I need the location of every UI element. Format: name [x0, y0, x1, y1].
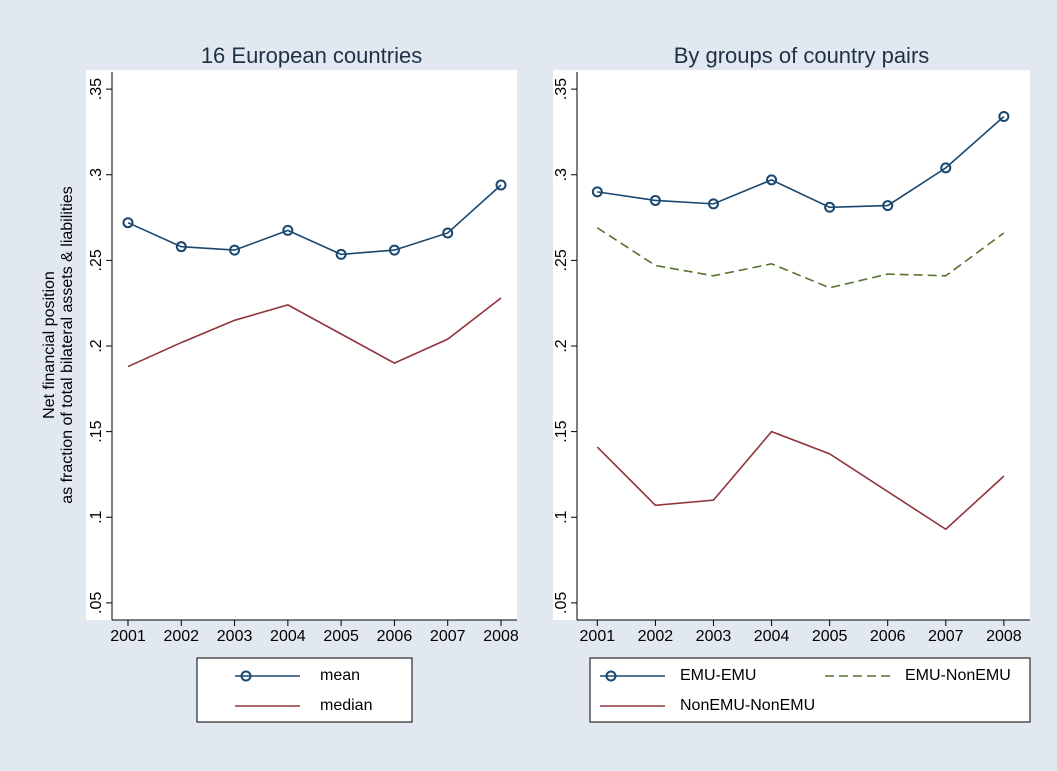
legend-label: EMU-NonEMU — [905, 667, 1011, 684]
x-tick-label: 2001 — [110, 628, 146, 645]
data-point — [388, 244, 400, 256]
y-tick-label: .15 — [88, 420, 105, 442]
data-point — [282, 224, 294, 236]
plot-area — [86, 70, 517, 620]
data-point — [591, 186, 603, 198]
y-axis-label: Net financial position — [41, 271, 58, 419]
y-tick-label: .3 — [553, 168, 570, 181]
legend-label: mean — [320, 667, 360, 684]
legend-label: EMU-EMU — [680, 667, 756, 684]
data-point — [707, 198, 719, 210]
data-point — [335, 248, 347, 260]
y-tick-label: .25 — [88, 249, 105, 271]
legend-label: NonEMU-NonEMU — [680, 697, 815, 714]
x-tick-label: 2008 — [483, 628, 519, 645]
x-tick-label: 2008 — [986, 628, 1022, 645]
x-tick-label: 2004 — [270, 628, 306, 645]
data-point — [495, 179, 507, 191]
y-tick-label: .25 — [553, 249, 570, 271]
chart-title: 16 European countries — [201, 43, 422, 68]
data-point — [940, 162, 952, 174]
data-point — [824, 201, 836, 213]
x-tick-label: 2003 — [217, 628, 253, 645]
x-tick-label: 2002 — [638, 628, 674, 645]
x-tick-label: 2006 — [870, 628, 906, 645]
data-point — [442, 227, 454, 239]
y-tick-label: .35 — [88, 78, 105, 100]
data-point — [649, 194, 661, 206]
x-tick-label: 2002 — [163, 628, 199, 645]
y-tick-label: .05 — [88, 592, 105, 614]
y-tick-label: .05 — [553, 592, 570, 614]
x-tick-label: 2001 — [580, 628, 616, 645]
x-tick-label: 2005 — [812, 628, 848, 645]
legend-marker — [605, 670, 617, 682]
legend-box — [196, 657, 413, 723]
y-tick-label: .35 — [553, 78, 570, 100]
y-tick-label: .2 — [88, 339, 105, 352]
x-tick-label: 2005 — [323, 628, 359, 645]
series-line — [127, 297, 502, 368]
series-line — [597, 115, 1005, 209]
y-tick-label: .15 — [553, 420, 570, 442]
series-line — [127, 184, 502, 256]
y-tick-label: .1 — [88, 510, 105, 523]
legend-label: median — [320, 697, 372, 714]
x-tick-label: 2004 — [754, 628, 790, 645]
y-tick-label: .2 — [553, 339, 570, 352]
y-axis-label: as fraction of total bilateral assets & … — [59, 186, 76, 503]
plot-area — [553, 70, 1030, 620]
data-point — [122, 217, 134, 229]
x-tick-label: 2007 — [430, 628, 466, 645]
legend-marker — [240, 670, 252, 682]
y-tick-label: .3 — [88, 168, 105, 181]
data-point — [766, 174, 778, 186]
x-tick-label: 2006 — [377, 628, 413, 645]
chart-title: By groups of country pairs — [674, 43, 930, 68]
x-tick-label: 2007 — [928, 628, 964, 645]
y-tick-label: .1 — [553, 510, 570, 523]
x-tick-label: 2003 — [696, 628, 732, 645]
data-point — [882, 200, 894, 212]
data-point — [998, 111, 1010, 123]
data-point — [229, 244, 241, 256]
series-line — [596, 430, 1005, 531]
legend-box — [589, 657, 1031, 723]
series-line — [596, 227, 1005, 289]
data-point — [175, 241, 187, 253]
